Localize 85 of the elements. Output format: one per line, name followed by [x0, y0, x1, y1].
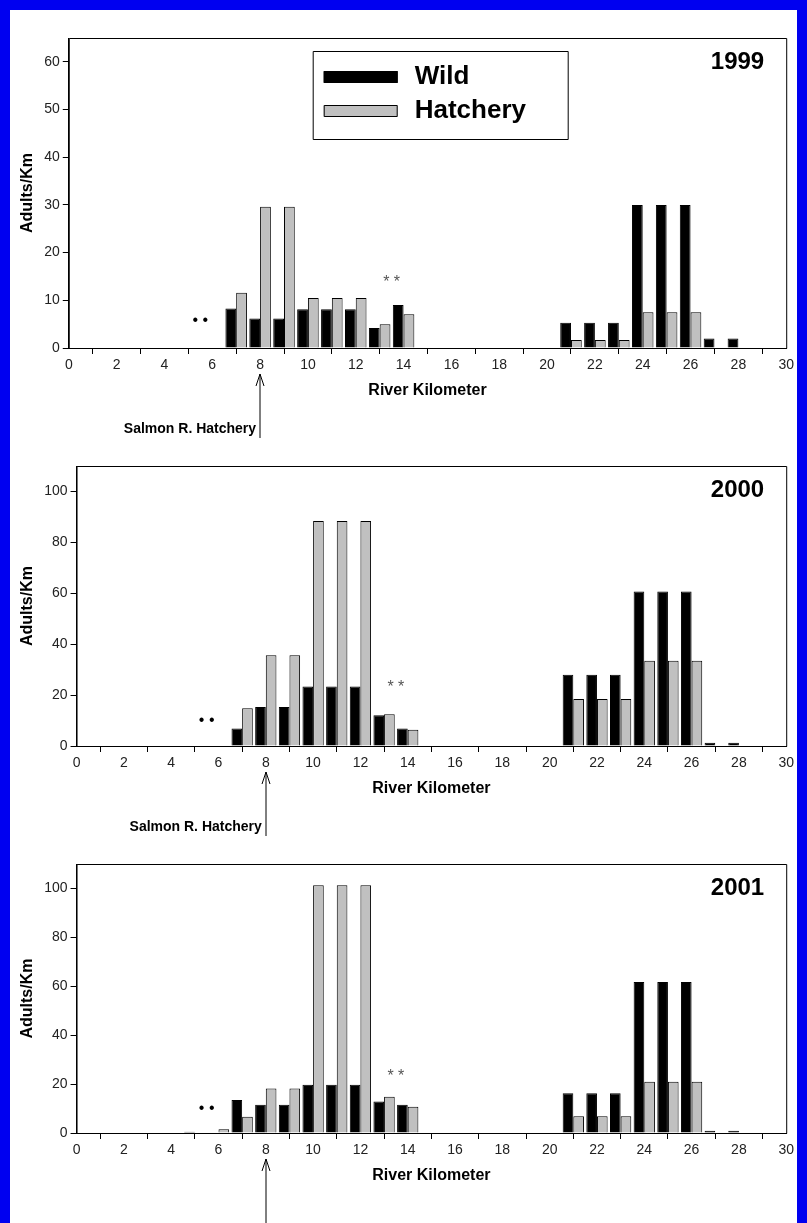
- x-tick-label: 18: [494, 754, 511, 771]
- x-tick-label: 20: [541, 754, 558, 771]
- x-tick-label: 24: [636, 1141, 653, 1158]
- y-tick-label: 0: [59, 736, 68, 753]
- y-tick-label: 0: [51, 338, 60, 355]
- x-tick-label: 30: [778, 356, 795, 373]
- annotation: * *: [383, 273, 401, 291]
- x-tick-label: 12: [352, 1141, 369, 1158]
- text: Salmon R. Hatchery: [129, 818, 262, 834]
- annotation: • •: [198, 1099, 215, 1117]
- x-tick-label: 2: [119, 754, 128, 771]
- x-tick-label: 6: [208, 356, 217, 373]
- x-tick-label: 4: [167, 754, 176, 771]
- y-axis-title: Adults/Km: [18, 153, 36, 233]
- x-tick-label: 12: [352, 754, 369, 771]
- x-tick-label: 16: [447, 754, 464, 771]
- y-tick-label: 40: [51, 635, 68, 652]
- x-tick-label: 18: [494, 1141, 511, 1158]
- x-tick-label: 20: [541, 1141, 558, 1158]
- legend-label: Wild: [414, 60, 470, 91]
- x-tick-label: 10: [300, 356, 316, 373]
- x-tick-label: 8: [256, 356, 265, 373]
- y-tick-label: 80: [51, 533, 68, 550]
- x-axis-title: River Kilometer: [372, 778, 491, 796]
- y-axis-title: Adults/Km: [18, 566, 36, 646]
- y-tick-label: 60: [51, 584, 68, 601]
- x-tick-label: 24: [634, 356, 651, 373]
- x-tick-label: 28: [731, 1141, 747, 1158]
- chart-title: 2001: [710, 872, 765, 900]
- x-tick-label: 2: [119, 1141, 128, 1158]
- x-tick-label: 8: [261, 1141, 270, 1158]
- x-tick-label: 26: [683, 1141, 700, 1158]
- x-tick-label: 16: [443, 356, 460, 373]
- y-tick-label: 80: [51, 928, 68, 945]
- y-tick-label: 40: [44, 148, 60, 165]
- chart-title: 1999: [710, 46, 765, 74]
- y-tick-label: 60: [44, 52, 60, 69]
- x-tick-label: 18: [491, 356, 508, 373]
- y-tick-label: 30: [44, 195, 60, 212]
- x-tick-label: 14: [395, 356, 412, 373]
- x-tick-label: 12: [347, 356, 364, 373]
- annotation: * *: [387, 677, 405, 695]
- x-tick-label: 22: [587, 356, 603, 373]
- x-tick-label: 14: [399, 1141, 416, 1158]
- x-tick-label: 28: [731, 754, 747, 771]
- chart-title: 2000: [710, 474, 765, 502]
- x-tick-label: 28: [730, 356, 747, 373]
- x-axis-title: River Kilometer: [368, 380, 487, 398]
- x-tick-label: 8: [261, 754, 270, 771]
- x-tick-label: 30: [778, 754, 795, 771]
- y-tick-label: 20: [51, 685, 68, 702]
- x-tick-label: 22: [589, 754, 605, 771]
- x-tick-label: 22: [589, 1141, 605, 1158]
- y-tick-label: 100: [44, 482, 68, 499]
- y-tick-label: 10: [44, 291, 60, 308]
- x-tick-label: 14: [399, 754, 416, 771]
- x-tick-label: 20: [539, 356, 556, 373]
- x-tick-label: 16: [447, 1141, 464, 1158]
- y-axis-title: Adults/Km: [18, 958, 36, 1039]
- x-tick-label: 4: [160, 356, 169, 373]
- x-tick-label: 6: [214, 1141, 223, 1158]
- y-tick-label: 100: [44, 879, 68, 896]
- x-tick-label: 26: [683, 754, 700, 771]
- x-tick-label: 4: [167, 1141, 176, 1158]
- legend-label: Hatchery: [414, 94, 527, 125]
- y-tick-label: 20: [44, 243, 60, 260]
- x-tick-label: 2: [112, 356, 121, 373]
- y-tick-label: 20: [51, 1074, 68, 1091]
- annotation: • •: [198, 711, 215, 729]
- annotation: • •: [192, 310, 209, 328]
- y-tick-label: 40: [51, 1026, 68, 1043]
- y-tick-label: 50: [44, 100, 60, 117]
- text: Salmon R. Hatchery: [123, 420, 257, 436]
- x-tick-label: 24: [636, 754, 653, 771]
- x-tick-label: 26: [682, 356, 699, 373]
- x-tick-label: 6: [214, 754, 223, 771]
- x-tick-label: 0: [72, 754, 81, 771]
- x-tick-label: 10: [305, 1141, 322, 1158]
- annotation: * *: [387, 1066, 405, 1084]
- x-tick-label: 0: [72, 1141, 81, 1158]
- x-tick-label: 10: [305, 754, 322, 771]
- x-tick-label: 30: [778, 1141, 795, 1158]
- y-tick-label: 60: [51, 977, 68, 994]
- y-tick-label: 0: [59, 1123, 68, 1140]
- x-axis-title: River Kilometer: [372, 1165, 491, 1183]
